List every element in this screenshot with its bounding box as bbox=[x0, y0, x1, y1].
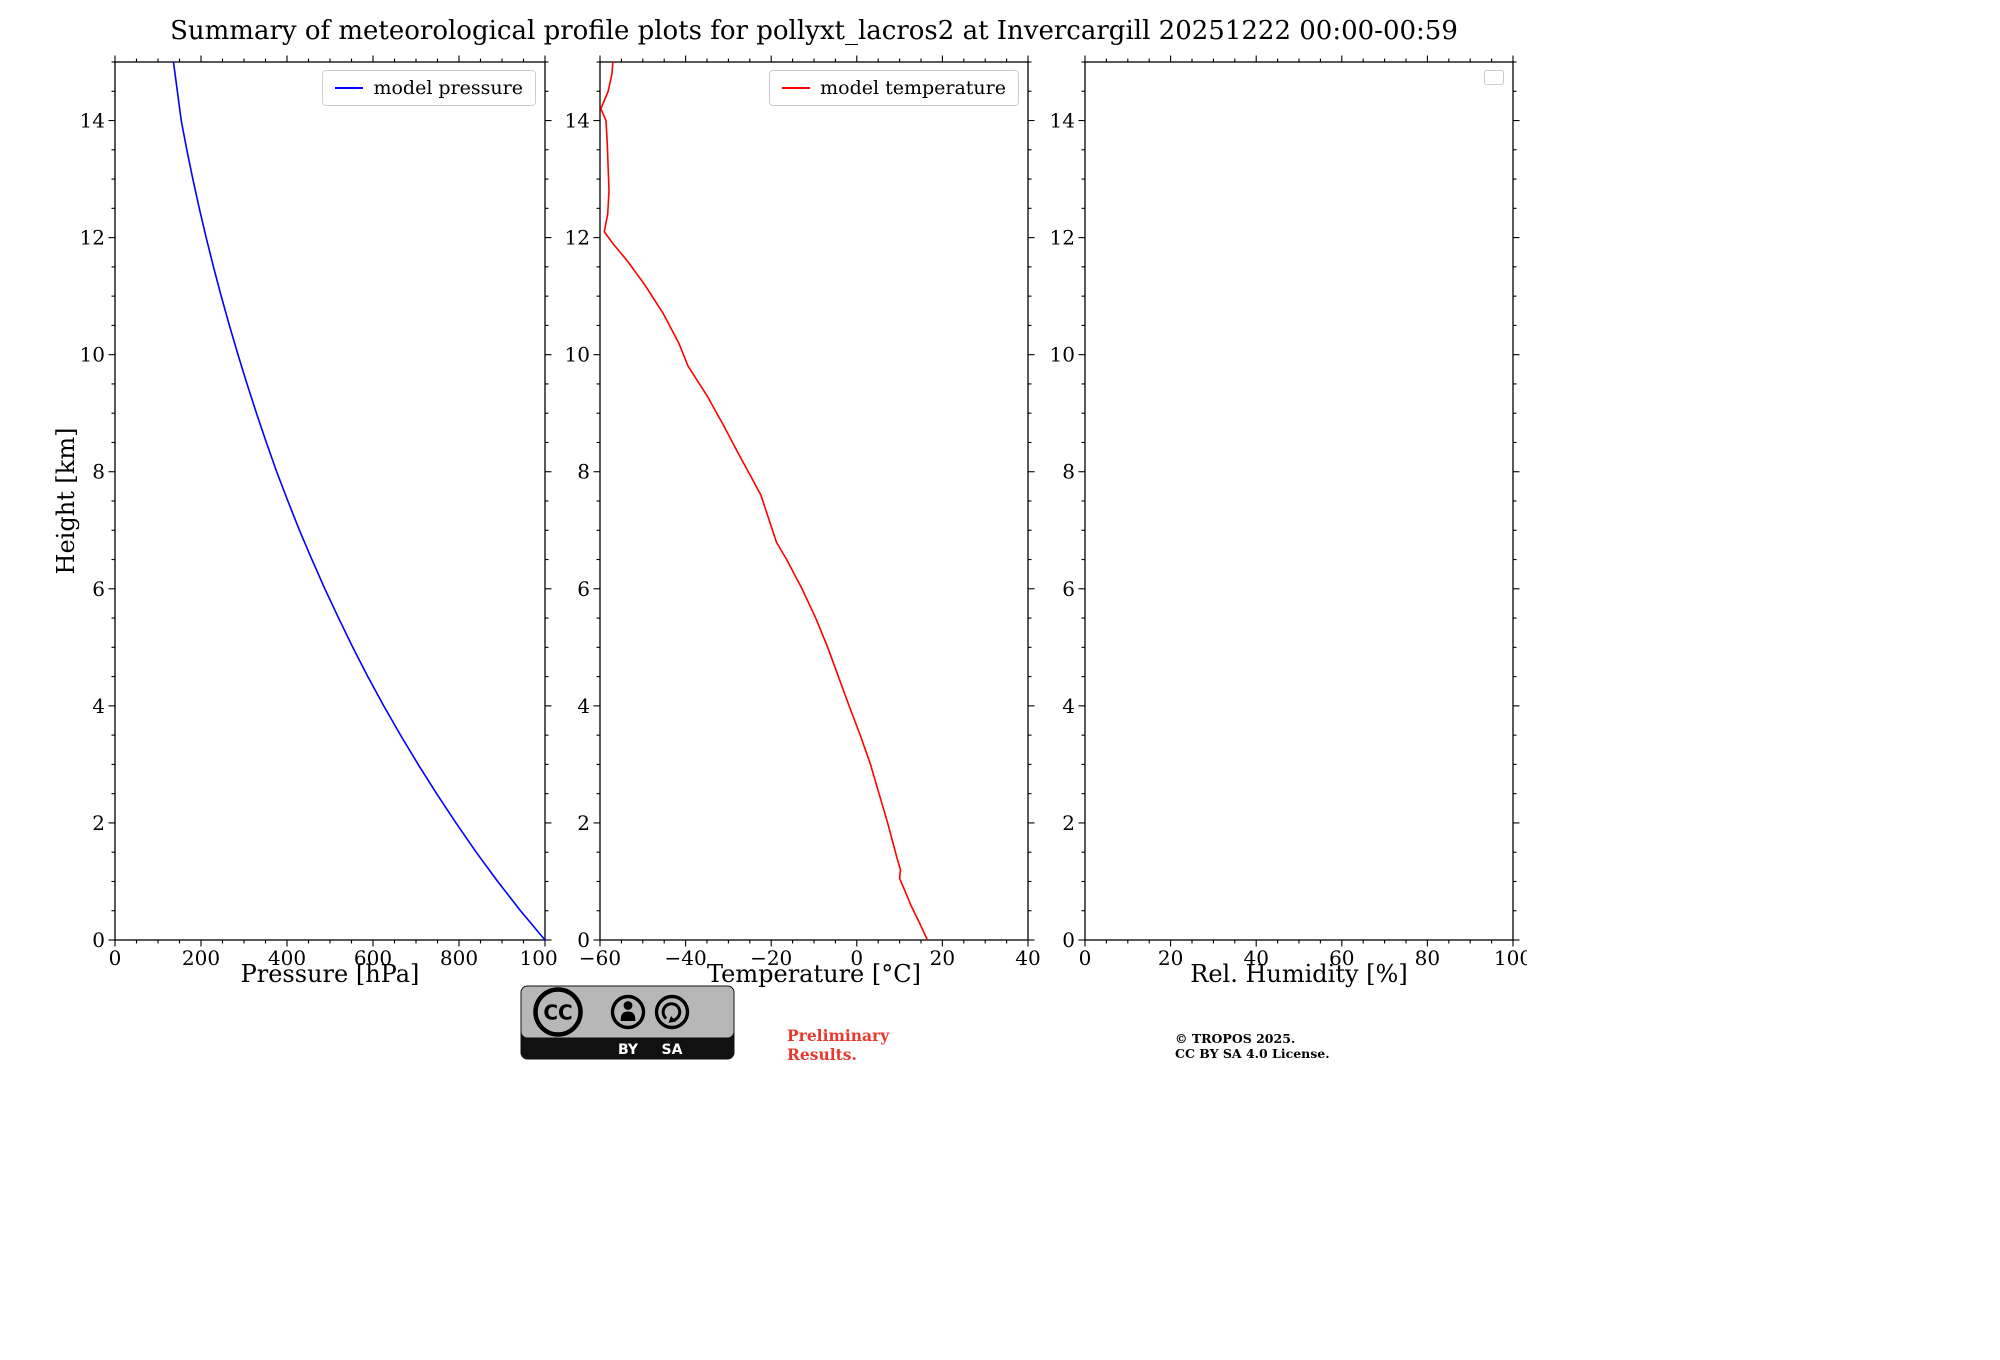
svg-text:20: 20 bbox=[1158, 946, 1183, 970]
humidity-plot-axes: 0 20 40 60 80 100 0 2 4 6 8 10 12 14 bbox=[1050, 55, 1527, 970]
svg-text:2: 2 bbox=[577, 811, 590, 835]
cc-icon: CC bbox=[533, 987, 583, 1037]
preliminary-line2: Results. bbox=[787, 1045, 857, 1064]
svg-text:10: 10 bbox=[80, 343, 105, 367]
svg-text:12: 12 bbox=[80, 226, 105, 250]
attribution-person-icon bbox=[610, 994, 646, 1030]
svg-text:4: 4 bbox=[92, 694, 105, 718]
svg-text:400: 400 bbox=[268, 946, 306, 970]
svg-text:40: 40 bbox=[1015, 946, 1040, 970]
temperature-x-axis-label: Temperature [°C] bbox=[707, 960, 921, 988]
svg-text:0: 0 bbox=[92, 928, 105, 952]
svg-text:−40: −40 bbox=[664, 946, 706, 970]
humidity-x-axis-label: Rel. Humidity [%] bbox=[1190, 960, 1408, 988]
svg-text:−20: −20 bbox=[750, 946, 792, 970]
svg-text:0: 0 bbox=[1062, 928, 1075, 952]
pressure-x-axis-label: Pressure [hPa] bbox=[240, 960, 420, 988]
svg-text:12: 12 bbox=[565, 226, 590, 250]
figure-title: Summary of meteorological profile plots … bbox=[170, 16, 1458, 46]
svg-text:−60: −60 bbox=[579, 946, 621, 970]
preliminary-line1: Preliminary bbox=[787, 1026, 890, 1045]
copyright-line2: CC BY SA 4.0 License. bbox=[1175, 1046, 1330, 1061]
svg-text:14: 14 bbox=[565, 109, 590, 133]
svg-text:4: 4 bbox=[577, 694, 590, 718]
svg-text:2: 2 bbox=[1062, 811, 1075, 835]
share-alike-icon bbox=[654, 994, 690, 1030]
svg-text:6: 6 bbox=[1062, 577, 1075, 601]
svg-text:60: 60 bbox=[1329, 946, 1354, 970]
svg-text:100: 100 bbox=[1494, 946, 1527, 970]
badge-by-label: BY bbox=[618, 1042, 639, 1058]
svg-text:8: 8 bbox=[1062, 460, 1075, 484]
copyright-line1: © TROPOS 2025. bbox=[1175, 1031, 1296, 1046]
svg-text:6: 6 bbox=[92, 577, 105, 601]
svg-text:80: 80 bbox=[1415, 946, 1440, 970]
svg-text:2: 2 bbox=[92, 811, 105, 835]
svg-text:40: 40 bbox=[1243, 946, 1268, 970]
svg-text:0: 0 bbox=[109, 946, 122, 970]
svg-text:8: 8 bbox=[92, 460, 105, 484]
svg-text:14: 14 bbox=[80, 109, 105, 133]
svg-text:0: 0 bbox=[577, 928, 590, 952]
svg-text:6: 6 bbox=[577, 577, 590, 601]
svg-text:10: 10 bbox=[1050, 343, 1075, 367]
preliminary-results-note: Preliminary Results. bbox=[787, 1026, 889, 1064]
badge-sa-label: SA bbox=[662, 1042, 683, 1058]
cc-by-sa-badge: CC BY SA bbox=[520, 985, 735, 1060]
svg-text:14: 14 bbox=[1050, 109, 1075, 133]
svg-text:800: 800 bbox=[440, 946, 478, 970]
svg-text:0: 0 bbox=[1079, 946, 1092, 970]
svg-text:12: 12 bbox=[1050, 226, 1075, 250]
temperature-plot-axes: −60 −40 −20 0 20 40 0 2 4 6 8 10 12 14 bbox=[565, 55, 1041, 970]
svg-text:0: 0 bbox=[850, 946, 863, 970]
svg-text:600: 600 bbox=[354, 946, 392, 970]
copyright-note: © TROPOS 2025. CC BY SA 4.0 License. bbox=[1175, 1031, 1330, 1061]
svg-text:20: 20 bbox=[930, 946, 955, 970]
svg-text:200: 200 bbox=[182, 946, 220, 970]
svg-text:8: 8 bbox=[577, 460, 590, 484]
svg-text:10: 10 bbox=[565, 343, 590, 367]
cc-icon-letters: CC bbox=[543, 1001, 572, 1025]
svg-text:4: 4 bbox=[1062, 694, 1075, 718]
